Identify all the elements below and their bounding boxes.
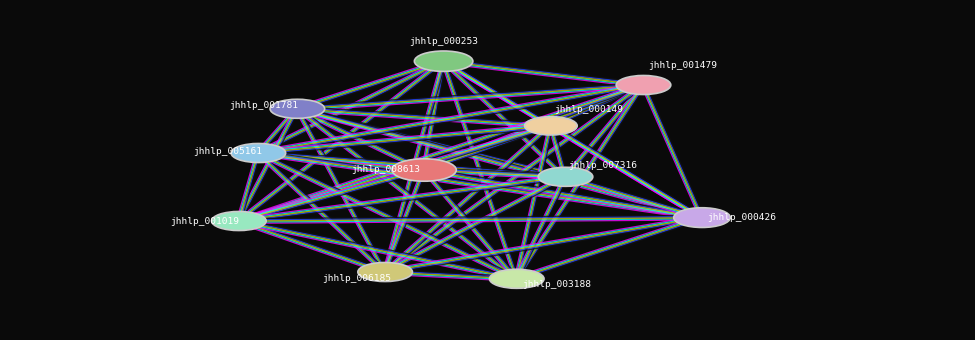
Text: jhhlp_006185: jhhlp_006185: [322, 274, 391, 283]
Circle shape: [414, 51, 473, 71]
Circle shape: [358, 262, 412, 282]
Text: jhhlp_007316: jhhlp_007316: [568, 161, 638, 170]
Text: jhhlp_000426: jhhlp_000426: [707, 213, 776, 222]
Text: jhhlp_001781: jhhlp_001781: [229, 101, 298, 110]
Circle shape: [212, 211, 266, 231]
Circle shape: [616, 75, 671, 95]
Text: jhhlp_000149: jhhlp_000149: [554, 105, 623, 114]
Text: jhhlp_005161: jhhlp_005161: [193, 147, 262, 156]
Circle shape: [674, 208, 730, 227]
Circle shape: [392, 159, 456, 181]
Circle shape: [489, 269, 544, 288]
Circle shape: [270, 99, 325, 118]
Text: jhhlp_001479: jhhlp_001479: [648, 62, 718, 70]
Circle shape: [538, 167, 593, 186]
Circle shape: [525, 117, 577, 135]
Text: jhhlp_001019: jhhlp_001019: [171, 217, 240, 225]
Text: jhhlp_000253: jhhlp_000253: [410, 37, 478, 46]
Circle shape: [231, 143, 286, 163]
Text: jhhlp_003188: jhhlp_003188: [523, 280, 592, 289]
Text: jhhlp_008613: jhhlp_008613: [351, 166, 420, 174]
